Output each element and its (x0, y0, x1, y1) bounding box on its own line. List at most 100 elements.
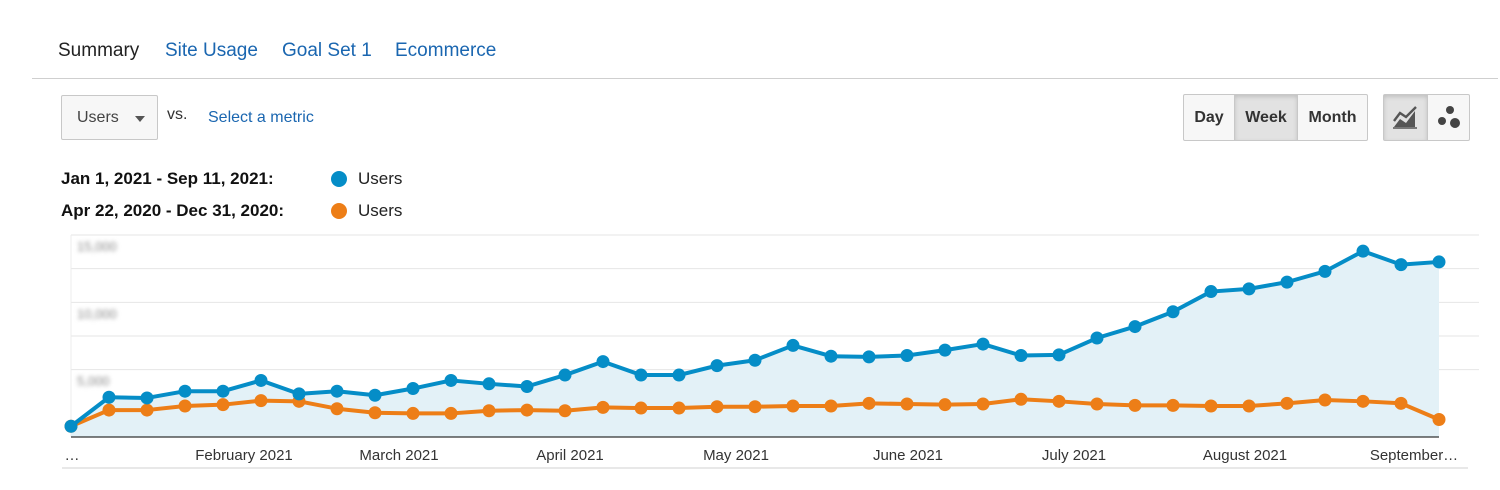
granularity-toggle: Day Week Month (1183, 94, 1368, 141)
data-point-previous (1356, 394, 1370, 408)
metric-dropdown-label: Users (77, 109, 119, 126)
data-point-previous (1090, 397, 1104, 411)
data-point-previous (824, 399, 838, 413)
data-point-previous (444, 406, 458, 420)
data-point-previous (976, 397, 990, 411)
x-tick-label: April 2021 (536, 447, 604, 464)
data-point-current (368, 388, 382, 402)
legend-date-range-previous: Apr 22, 2020 - Dec 31, 2020: (61, 201, 285, 220)
x-tick-label: May 2021 (703, 447, 769, 464)
data-point-previous (558, 404, 572, 418)
data-point-current (824, 349, 838, 363)
legend-previous: Apr 22, 2020 - Dec 31, 2020: Users (61, 201, 441, 223)
data-point-current (710, 359, 724, 373)
data-point-current (292, 387, 306, 401)
series-dot-icon (331, 171, 347, 187)
data-point-current (1204, 285, 1218, 299)
data-point-previous (1166, 398, 1180, 412)
x-tick-label: February 2021 (195, 447, 293, 464)
chevron-down-icon (135, 116, 145, 122)
x-tick-label: September… (1370, 447, 1458, 464)
data-point-previous (368, 406, 382, 420)
data-point-previous (178, 399, 192, 413)
data-point-current (1052, 348, 1066, 362)
month-button[interactable]: Month (1297, 95, 1367, 140)
data-point-current (862, 350, 876, 364)
data-point-current (596, 355, 610, 369)
data-point-previous (1394, 396, 1408, 410)
data-point-current (330, 384, 344, 398)
data-point-current (520, 380, 534, 393)
data-point-current (1242, 282, 1256, 296)
report-tabs: Summary Site Usage Goal Set 1 Ecommerce (32, 30, 1498, 79)
data-point-current (786, 338, 800, 352)
data-point-current (406, 382, 420, 396)
data-point-previous (938, 398, 952, 412)
data-point-current (672, 368, 686, 382)
day-button[interactable]: Day (1194, 109, 1224, 126)
motion-chart-button[interactable] (1427, 95, 1469, 140)
data-point-previous (1242, 399, 1256, 413)
x-tick-label: August 2021 (1203, 447, 1287, 464)
chart-type-toggle (1383, 94, 1470, 141)
data-point-current (1432, 255, 1446, 269)
data-point-current (558, 368, 572, 382)
legend-current: Jan 1, 2021 - Sep 11, 2021: Users (61, 169, 441, 191)
data-point-previous (1052, 394, 1066, 408)
series-dot-icon (331, 203, 347, 219)
data-point-previous (596, 400, 610, 414)
data-point-previous (1014, 392, 1028, 406)
data-point-current (1356, 244, 1370, 258)
data-point-current (748, 353, 762, 367)
data-point-current (1166, 305, 1180, 319)
data-point-current (1280, 275, 1294, 289)
x-tick-label: July 2021 (1042, 447, 1106, 464)
data-point-previous (406, 406, 420, 420)
data-point-previous (1432, 412, 1446, 426)
data-point-current (140, 391, 154, 405)
data-point-previous (634, 401, 648, 415)
data-point-previous (216, 398, 230, 412)
data-point-previous (786, 399, 800, 413)
line-chart-button[interactable] (1384, 95, 1427, 140)
week-button[interactable]: Week (1234, 95, 1297, 140)
data-point-previous (900, 397, 914, 411)
data-point-previous (1128, 398, 1142, 412)
data-point-previous (862, 396, 876, 410)
data-point-current (1128, 320, 1142, 334)
data-point-previous (710, 400, 724, 414)
x-tick-label: … (65, 447, 80, 464)
data-point-current (1014, 349, 1028, 363)
data-point-current (1090, 331, 1104, 345)
data-point-current (1394, 258, 1408, 272)
line-chart-icon (1393, 106, 1417, 129)
select-metric-link[interactable]: Select a metric (208, 109, 314, 126)
vs-label: vs. (167, 106, 188, 123)
x-tick-label: June 2021 (873, 447, 943, 464)
data-point-previous (520, 403, 534, 417)
data-point-current (1318, 264, 1332, 278)
data-point-current (254, 373, 268, 387)
tab-site-usage[interactable]: Site Usage (165, 40, 258, 61)
x-tick-label: March 2021 (359, 447, 438, 464)
data-point-previous (482, 404, 496, 418)
metric-dropdown[interactable]: Users (61, 95, 158, 140)
tab-ecommerce[interactable]: Ecommerce (395, 40, 497, 61)
y-tick-label: 15,000 (77, 239, 117, 254)
data-point-current (976, 337, 990, 351)
data-point-previous (748, 400, 762, 414)
tab-summary[interactable]: Summary (58, 40, 140, 61)
tab-goal-set-1[interactable]: Goal Set 1 (282, 40, 372, 61)
y-tick-label: 5,000 (77, 374, 110, 389)
data-point-current (938, 343, 952, 357)
motion-chart-icon (1438, 106, 1460, 128)
data-point-current (216, 384, 230, 398)
data-point-previous (1204, 399, 1218, 413)
data-point-current (482, 377, 496, 391)
data-point-previous (254, 394, 268, 408)
data-point-current (64, 419, 78, 433)
data-point-previous (102, 403, 116, 417)
data-point-previous (140, 403, 154, 417)
data-point-current (634, 368, 648, 382)
